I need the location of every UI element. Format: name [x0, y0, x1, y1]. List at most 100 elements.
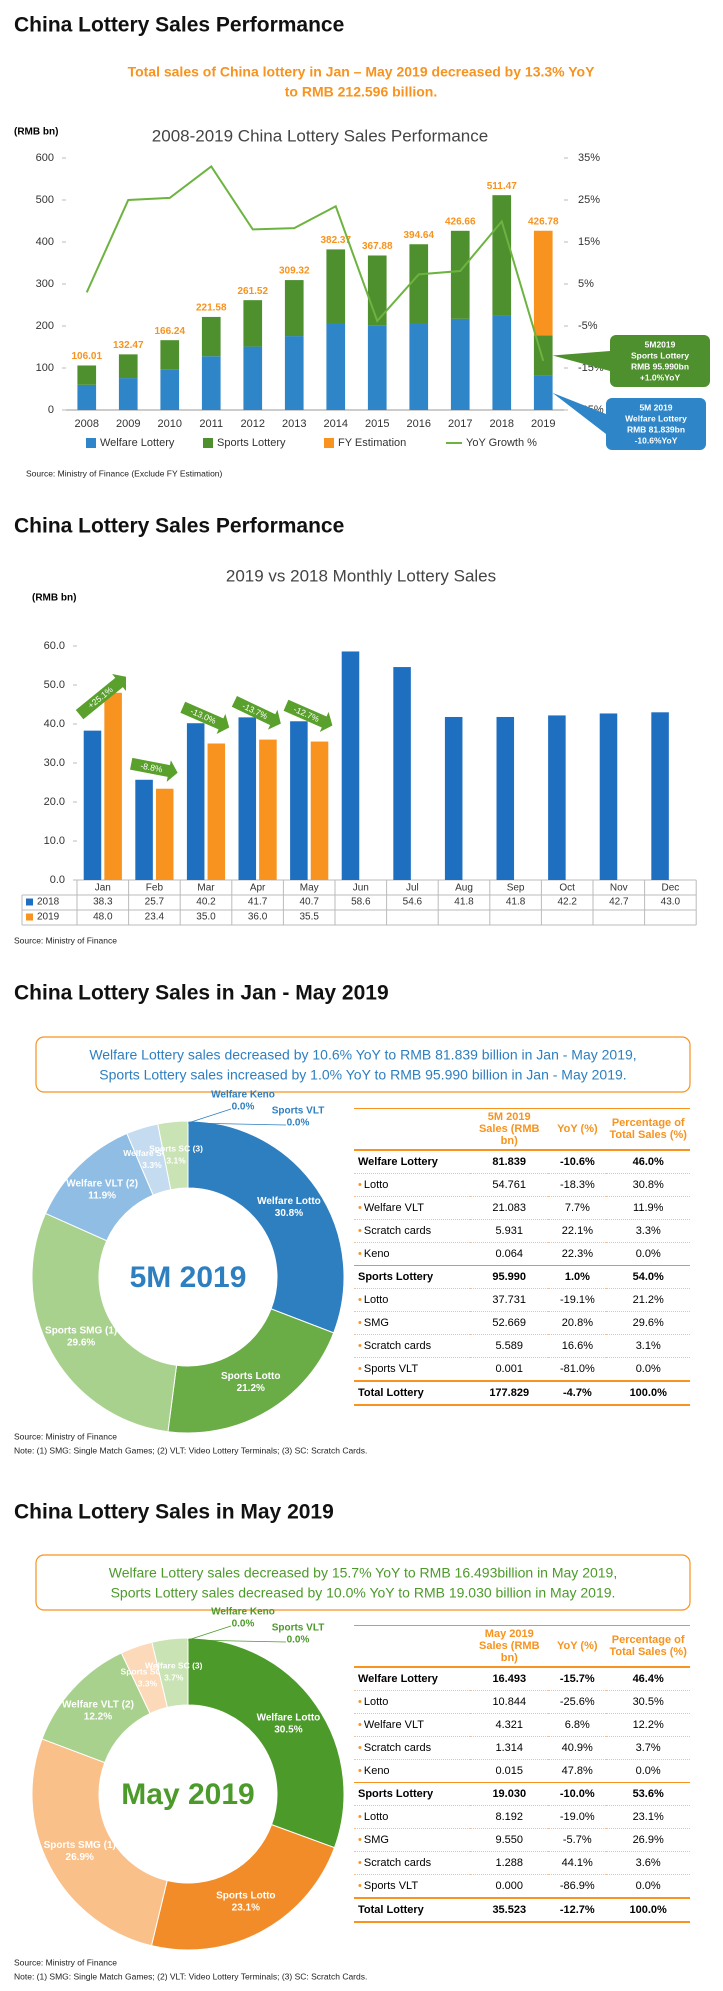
cell: 47.8% [548, 1759, 607, 1783]
bar-segment [450, 230, 470, 319]
total-label: 426.66 [445, 216, 476, 227]
cell: Sports Lottery [354, 1782, 471, 1806]
cell: 95.990 [470, 1265, 549, 1289]
cell: 22.3% [548, 1242, 607, 1266]
slice-value: 11.9% [88, 1190, 116, 1201]
change-arrow: -12.7% [283, 699, 333, 733]
headline: Total sales of China lottery in Jan – Ma… [128, 64, 596, 80]
headline: Sports Lottery sales decreased by 10.0% … [111, 1585, 616, 1601]
cell: 53.6% [606, 1782, 690, 1806]
table-value: 25.7 [145, 897, 165, 908]
change-label: -12.7% [292, 704, 321, 724]
cell: 5.589 [470, 1334, 549, 1358]
header-cell [354, 1108, 471, 1151]
cell: Keno [354, 1242, 471, 1266]
cell: 4.321 [470, 1713, 549, 1737]
total-label: 132.47 [113, 340, 144, 351]
cell: 26.9% [606, 1828, 690, 1852]
slice-value: 21.2% [237, 1383, 265, 1394]
data-table: May 2019 Sales (RMB bn) YoY (%) Percentage… [354, 1625, 690, 1923]
slice-name: Sports SC (3) [149, 1143, 203, 1153]
cell: 1.288 [470, 1851, 549, 1875]
callout-text: +1.0%YoY [640, 372, 681, 382]
table: 5M 2019 Sales (RMB bn) YoY (%) Percentage … [354, 1108, 690, 1406]
slice-name: Sports Lotto [216, 1891, 275, 1902]
header-cell: 5M 2019 Sales (RMB bn) [470, 1108, 549, 1151]
chart-title: 2019 vs 2018 Monthly Lottery Sales [226, 566, 496, 585]
header-cell: YoY (%) [548, 1625, 607, 1668]
cell: -12.7% [548, 1897, 607, 1923]
cell: Welfare Lottery [354, 1666, 471, 1691]
x-tick-label: 2013 [282, 418, 306, 430]
bar [548, 715, 566, 880]
cell: 0.0% [606, 1874, 690, 1899]
y-tick-label: 300 [36, 278, 54, 290]
cell: 19.030 [470, 1782, 549, 1806]
donut-slice [187, 1637, 345, 1849]
y2-tick-label: 25% [578, 194, 600, 206]
cell: -18.3% [548, 1173, 607, 1197]
x-tick-label: 2019 [531, 418, 555, 430]
slice-name: Sports SMG (1) [45, 1326, 117, 1337]
y-tick-label: 0 [48, 404, 54, 416]
bar [496, 716, 515, 880]
cell: -19.0% [548, 1805, 607, 1829]
callout-text: Sports Lottery [631, 350, 689, 360]
legend-label: Welfare Lottery [100, 437, 175, 449]
cell: 21.2% [606, 1288, 690, 1312]
change-arrow: -13.0% [180, 701, 230, 734]
cell: 16.493 [470, 1666, 549, 1691]
bar [135, 779, 153, 880]
cell: 7.7% [548, 1196, 607, 1220]
cell: 22.1% [548, 1219, 607, 1243]
total-row: Total Lottery 35.523 -12.7% 100.0% [354, 1897, 690, 1923]
cell: -15.7% [548, 1666, 607, 1691]
arrow-shape [231, 695, 281, 730]
change-arrow: -13.7% [231, 695, 281, 730]
cell: 3.1% [606, 1334, 690, 1358]
bar [238, 717, 257, 880]
cell: 100.0% [606, 1897, 690, 1923]
cell: Sports VLT [354, 1357, 471, 1382]
table-value: 35.0 [196, 912, 216, 923]
x-tick-label: 2008 [75, 418, 99, 430]
y2-tick-label: 5% [578, 278, 594, 290]
bar [393, 667, 411, 880]
slice-name: Welfare Lotto [257, 1196, 321, 1207]
cell: 0.0% [606, 1357, 690, 1382]
note: Note: (1) SMG: Single Match Games; (2) V… [14, 1971, 367, 1981]
bar-segment [118, 378, 138, 410]
callout-text: RMB 81.839bn [627, 424, 685, 434]
y-axis-label: (RMB bn) [14, 127, 58, 138]
slice-name: Welfare VLT (2) [62, 1700, 134, 1711]
bar [83, 730, 102, 880]
cell: 1.0% [548, 1265, 607, 1289]
table-value: 41.8 [506, 897, 526, 908]
cell: 9.550 [470, 1828, 549, 1852]
header-row: May 2019 Sales (RMB bn) YoY (%) Percentage… [354, 1625, 690, 1668]
chart-title: 2008-2019 China Lottery Sales Performanc… [152, 126, 488, 145]
table-value: 54.6 [403, 897, 423, 908]
y-tick-label: 30.0 [44, 757, 65, 769]
x-tick-label: Nov [610, 883, 628, 894]
total-label: 106.01 [71, 351, 102, 362]
x-tick-label: 2014 [324, 418, 348, 430]
x-tick-label: Apr [250, 883, 266, 894]
cell: 54.761 [470, 1173, 549, 1197]
section-title: China Lottery Sales in Jan - May 2019 [14, 982, 389, 1005]
total-label: 511.47 [487, 181, 517, 192]
cell: 0.015 [470, 1759, 549, 1783]
headline: Sports Lottery sales increased by 1.0% Y… [99, 1067, 626, 1083]
x-tick-label: Aug [455, 883, 473, 894]
slice-value: 12.2% [84, 1712, 112, 1723]
cell: 3.6% [606, 1851, 690, 1875]
table-value: 40.2 [196, 897, 216, 908]
cell: -19.1% [548, 1288, 607, 1312]
table-value: 41.7 [248, 897, 268, 908]
header-cell [354, 1625, 471, 1668]
